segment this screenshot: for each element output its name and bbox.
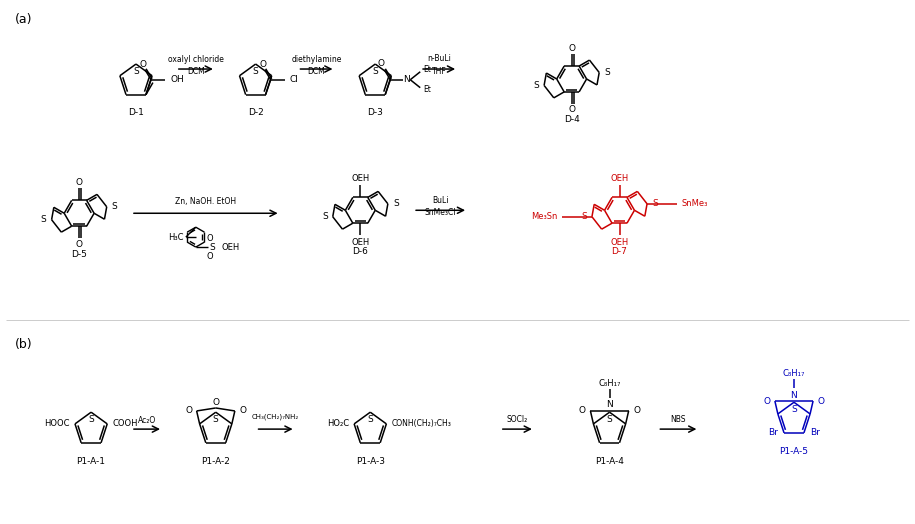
Text: S: S xyxy=(533,81,539,90)
Text: OEH: OEH xyxy=(610,237,629,247)
Text: C₈H₁₇: C₈H₁₇ xyxy=(598,379,620,388)
Text: D-6: D-6 xyxy=(352,247,368,256)
Text: N: N xyxy=(606,400,613,409)
Text: S: S xyxy=(41,215,47,224)
Text: Zn, NaOH. EtOH: Zn, NaOH. EtOH xyxy=(175,197,236,206)
Text: Br: Br xyxy=(769,428,778,438)
Text: SnMe₃Cl: SnMe₃Cl xyxy=(425,208,456,217)
Text: O: O xyxy=(259,60,266,69)
Text: OEH: OEH xyxy=(221,243,240,252)
Text: Ac₂O: Ac₂O xyxy=(138,416,156,424)
Text: C₈H₁₇: C₈H₁₇ xyxy=(783,369,805,378)
Text: D-7: D-7 xyxy=(611,247,628,256)
Text: O: O xyxy=(212,398,220,407)
Text: H₃C: H₃C xyxy=(168,233,184,242)
Text: O: O xyxy=(207,234,213,243)
Text: O: O xyxy=(818,397,824,406)
Text: N: N xyxy=(403,75,410,84)
Text: BuLi: BuLi xyxy=(432,196,448,205)
Text: O: O xyxy=(185,407,192,416)
Text: S: S xyxy=(322,212,328,221)
Text: n-BuLi: n-BuLi xyxy=(427,53,451,62)
Text: NBS: NBS xyxy=(671,414,686,424)
Text: THF: THF xyxy=(432,67,447,75)
Text: D-5: D-5 xyxy=(71,249,87,258)
Text: DCM: DCM xyxy=(187,67,205,75)
Text: (a): (a) xyxy=(16,13,33,26)
Text: S: S xyxy=(393,199,399,209)
Text: S: S xyxy=(213,414,219,424)
Text: Et: Et xyxy=(424,66,431,74)
Text: O: O xyxy=(568,43,576,52)
Text: DCM: DCM xyxy=(307,67,326,75)
Text: D-4: D-4 xyxy=(564,115,579,124)
Text: D-2: D-2 xyxy=(248,108,264,117)
Text: N: N xyxy=(791,390,797,399)
Text: CH₃(CH₂)₇NH₂: CH₃(CH₂)₇NH₂ xyxy=(252,414,299,420)
Text: S: S xyxy=(581,212,587,221)
Text: Br: Br xyxy=(810,428,820,438)
Text: O: O xyxy=(579,407,586,416)
Text: P1-A-3: P1-A-3 xyxy=(356,457,385,466)
Text: P1-A-2: P1-A-2 xyxy=(201,457,231,466)
Text: HO₂C: HO₂C xyxy=(327,419,350,429)
Text: SnMe₃: SnMe₃ xyxy=(682,199,708,209)
Text: Et: Et xyxy=(424,85,431,94)
Text: S: S xyxy=(88,414,94,424)
Text: O: O xyxy=(633,407,640,416)
Text: P1-A-1: P1-A-1 xyxy=(77,457,105,466)
Text: O: O xyxy=(76,178,82,187)
Text: D-1: D-1 xyxy=(128,108,144,117)
Text: S: S xyxy=(112,202,117,211)
Text: O: O xyxy=(207,252,213,260)
Text: O: O xyxy=(240,407,246,416)
Text: S: S xyxy=(652,199,658,209)
Text: D-3: D-3 xyxy=(367,108,383,117)
Text: SOCl₂: SOCl₂ xyxy=(506,414,527,424)
Text: OH: OH xyxy=(171,75,185,84)
Text: O: O xyxy=(568,105,576,114)
Text: HOOC: HOOC xyxy=(45,419,70,429)
Text: CONH(CH₂)₇CH₃: CONH(CH₂)₇CH₃ xyxy=(392,419,451,429)
Text: COOH: COOH xyxy=(113,419,138,429)
Text: S: S xyxy=(607,414,612,424)
Text: S: S xyxy=(368,414,373,424)
Text: P1-A-5: P1-A-5 xyxy=(780,447,809,456)
Text: Me₃Sn: Me₃Sn xyxy=(531,212,557,221)
Text: S: S xyxy=(133,67,139,75)
Text: O: O xyxy=(378,59,385,68)
Text: S: S xyxy=(372,67,378,75)
Text: OEH: OEH xyxy=(351,237,370,247)
Text: diethylamine: diethylamine xyxy=(291,54,341,63)
Text: S: S xyxy=(253,67,259,75)
Text: S: S xyxy=(791,405,797,414)
Text: OEH: OEH xyxy=(351,174,370,183)
Text: O: O xyxy=(763,397,770,406)
Text: OEH: OEH xyxy=(610,174,629,183)
Text: (b): (b) xyxy=(16,338,33,351)
Text: Cl: Cl xyxy=(290,75,298,84)
Text: oxalyl chloride: oxalyl chloride xyxy=(167,54,224,63)
Text: O: O xyxy=(140,60,146,69)
Text: S: S xyxy=(210,243,216,252)
Text: P1-A-4: P1-A-4 xyxy=(595,457,624,466)
Text: O: O xyxy=(76,239,82,248)
Text: S: S xyxy=(604,68,610,77)
